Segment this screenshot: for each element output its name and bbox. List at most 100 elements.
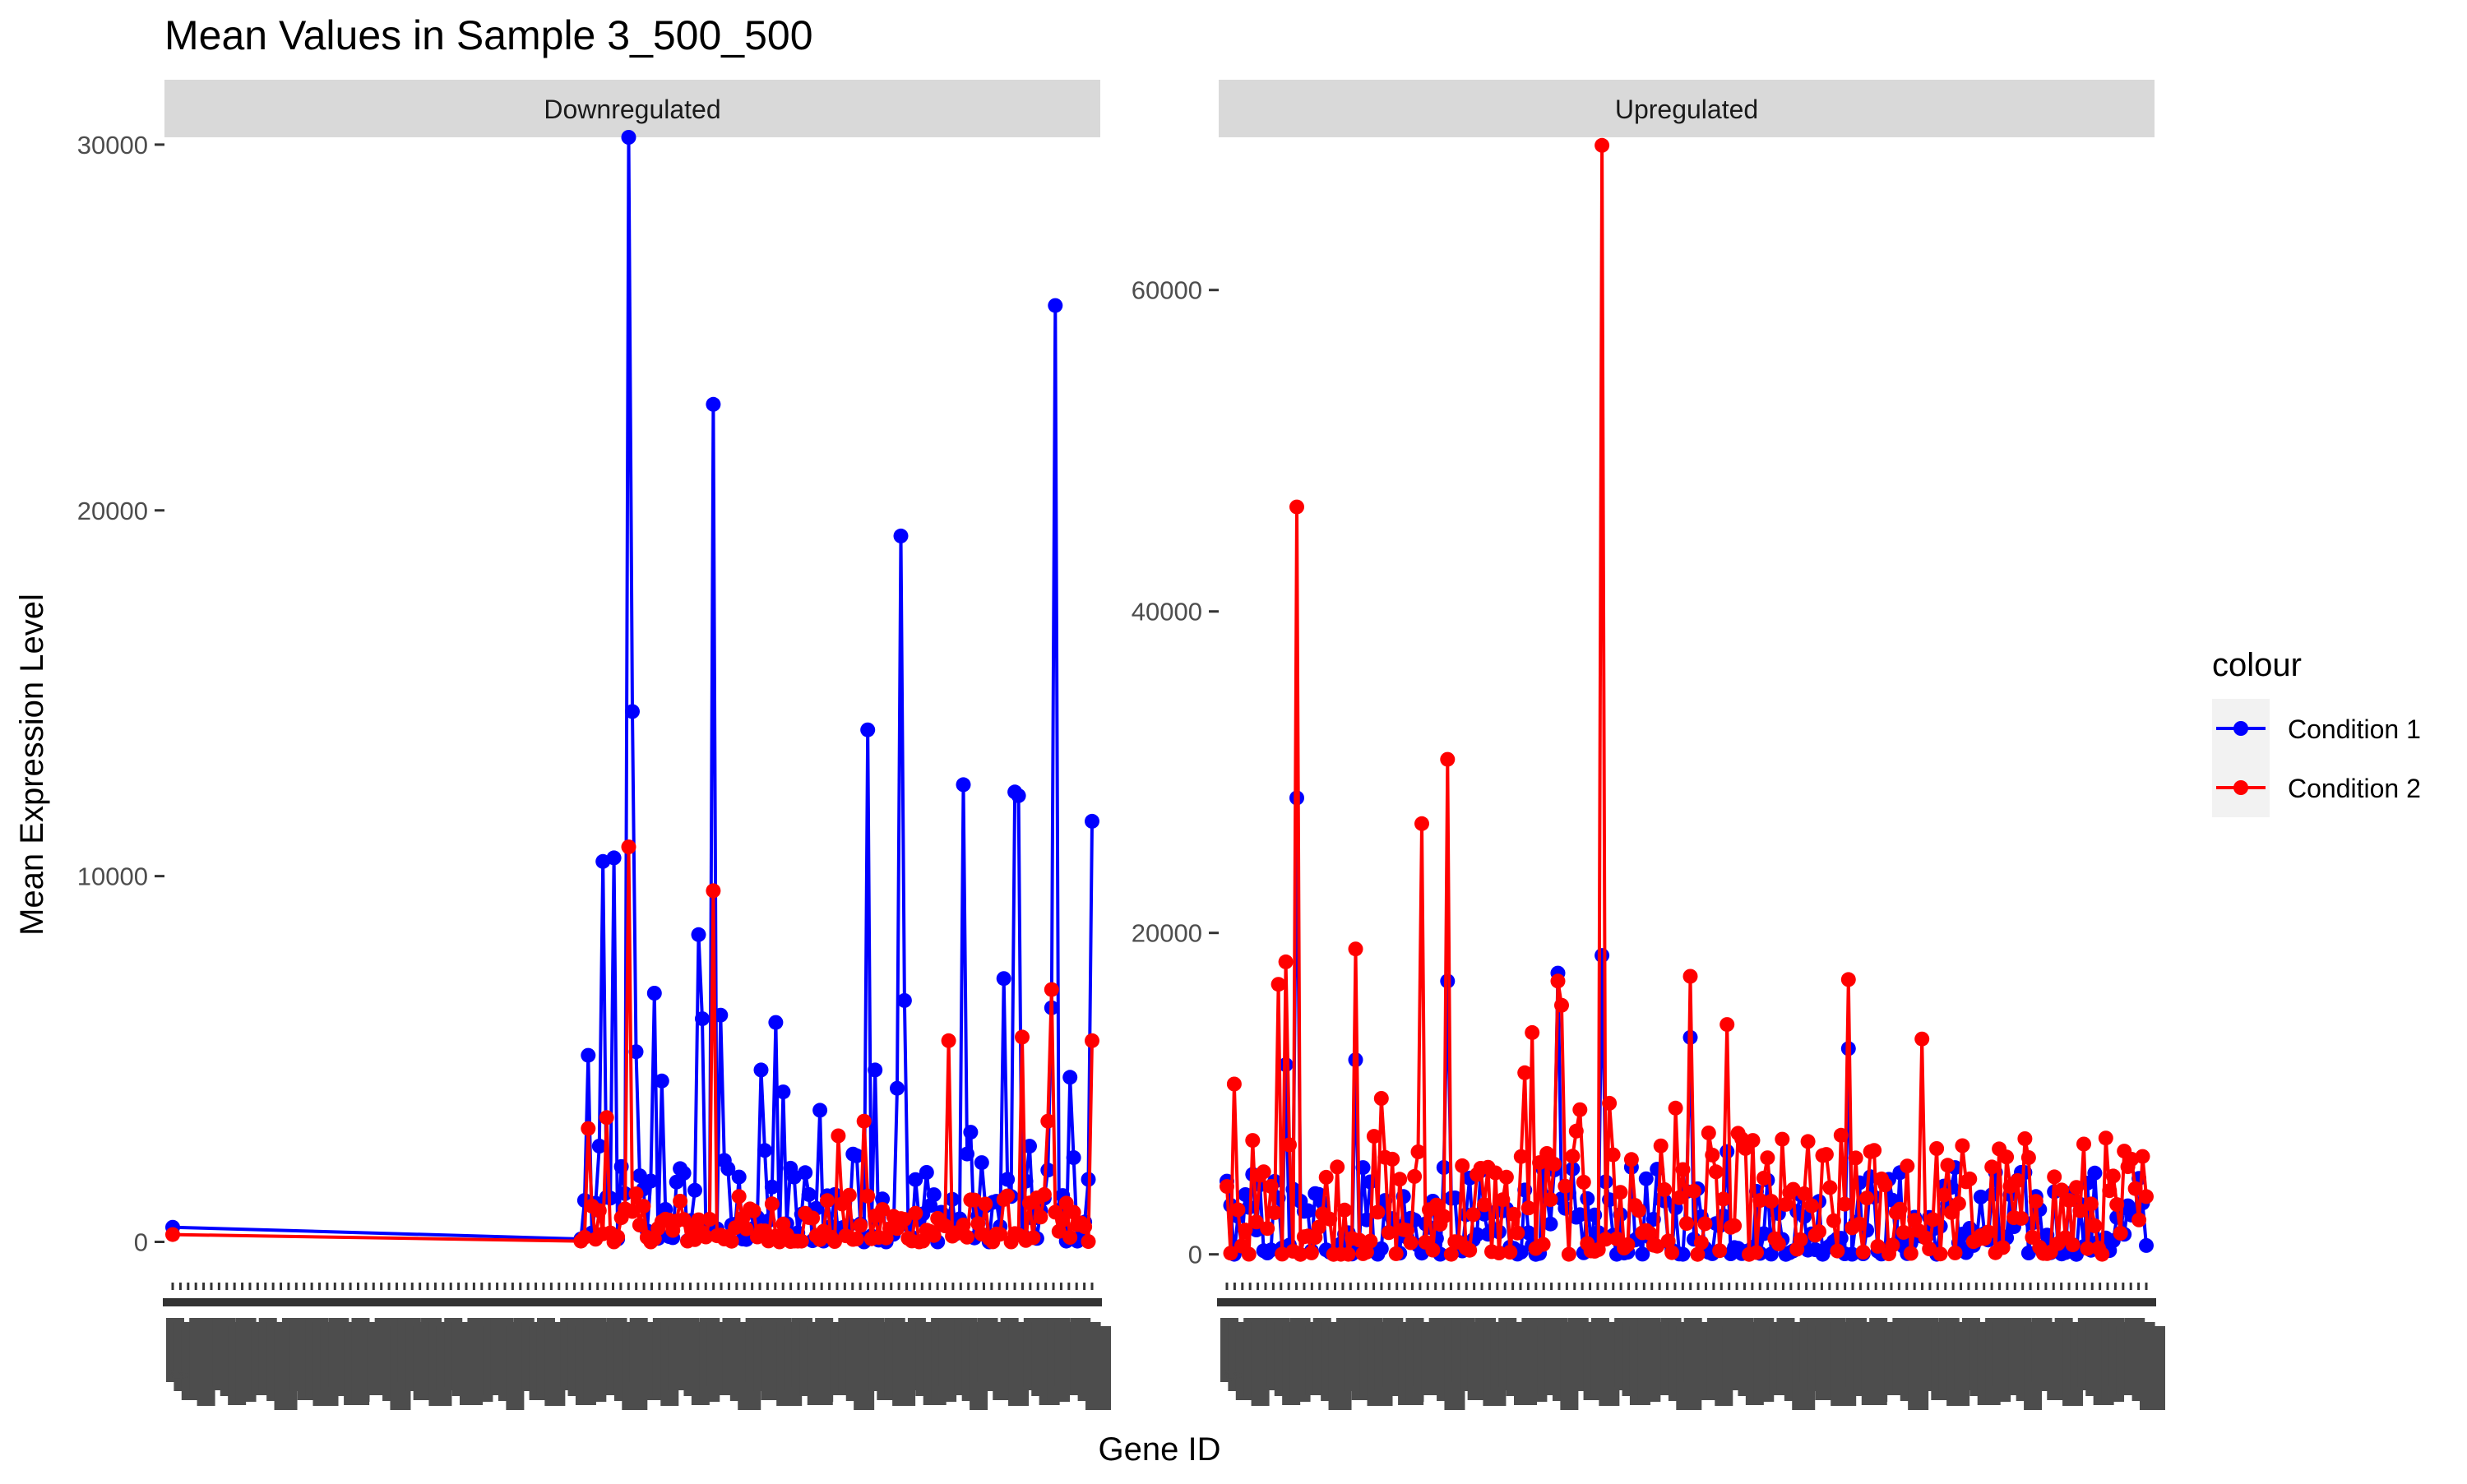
data-point-condition-1 xyxy=(622,130,636,145)
data-point-condition-2 xyxy=(842,1188,857,1203)
data-point-condition-1 xyxy=(732,1170,747,1185)
data-point-condition-1 xyxy=(894,529,909,543)
y-tick-label: 20000 xyxy=(1132,919,1202,948)
data-point-condition-2 xyxy=(1771,1237,1786,1251)
data-point-condition-2 xyxy=(1606,1148,1621,1163)
legend-label-condition-2: Condition 2 xyxy=(2288,774,2421,803)
data-point-condition-2 xyxy=(1709,1164,1724,1179)
data-point-condition-2 xyxy=(765,1196,780,1211)
data-point-condition-2 xyxy=(2087,1218,2102,1233)
data-point-condition-2 xyxy=(1264,1179,1279,1194)
data-point-condition-2 xyxy=(1282,1138,1297,1153)
data-point-condition-2 xyxy=(1245,1133,1260,1148)
data-point-condition-1 xyxy=(1062,1070,1077,1084)
data-point-condition-2 xyxy=(2066,1237,2081,1252)
data-point-condition-2 xyxy=(908,1206,923,1221)
y-tick-label: 40000 xyxy=(1132,598,1202,626)
data-point-condition-2 xyxy=(1841,972,1856,987)
data-point-condition-2 xyxy=(2099,1130,2113,1145)
data-point-condition-2 xyxy=(1437,1209,1451,1224)
data-point-condition-1 xyxy=(1048,298,1062,313)
data-point-condition-2 xyxy=(1694,1235,1709,1250)
data-point-condition-1 xyxy=(1067,1150,1081,1165)
data-point-condition-2 xyxy=(2021,1150,2036,1165)
data-point-condition-2 xyxy=(1764,1194,1779,1209)
data-point-condition-2 xyxy=(2084,1196,2099,1211)
data-point-condition-2 xyxy=(1701,1126,1716,1140)
data-point-condition-2 xyxy=(732,1189,747,1204)
data-point-condition-2 xyxy=(1569,1124,1584,1139)
data-point-condition-2 xyxy=(1801,1134,1816,1149)
data-point-condition-2 xyxy=(1679,1216,1694,1231)
data-point-condition-2 xyxy=(1521,1200,1536,1215)
data-point-condition-2 xyxy=(1440,752,1455,767)
data-point-condition-1 xyxy=(812,1103,827,1117)
data-point-condition-2 xyxy=(1867,1143,1881,1158)
data-point-condition-2 xyxy=(942,1033,956,1048)
x-tick-band xyxy=(163,1298,1102,1306)
data-point-condition-2 xyxy=(1859,1190,1874,1205)
data-point-condition-2 xyxy=(1856,1245,1871,1260)
data-point-condition-1 xyxy=(1000,1172,1015,1187)
data-point-condition-2 xyxy=(610,1229,625,1244)
data-point-condition-2 xyxy=(1085,1033,1099,1048)
data-point-condition-2 xyxy=(2029,1194,2043,1209)
data-point-condition-2 xyxy=(1878,1177,1893,1192)
data-point-condition-2 xyxy=(2047,1169,2062,1184)
data-point-condition-2 xyxy=(1941,1158,1956,1172)
data-point-condition-2 xyxy=(1257,1164,1271,1179)
data-point-condition-2 xyxy=(1962,1172,1977,1186)
data-point-condition-1 xyxy=(687,1183,702,1198)
x-tick-band xyxy=(1217,1298,2156,1306)
data-point-condition-2 xyxy=(1367,1129,1382,1144)
data-point-condition-2 xyxy=(1595,138,1609,153)
data-point-condition-2 xyxy=(1260,1221,1275,1236)
data-point-condition-2 xyxy=(1727,1218,1742,1233)
data-point-condition-1 xyxy=(695,1011,710,1026)
y-tick-label: 30000 xyxy=(77,131,148,159)
y-tick-label: 0 xyxy=(1188,1241,1202,1269)
data-point-condition-2 xyxy=(1837,1197,1852,1212)
data-point-condition-2 xyxy=(1289,500,1304,515)
data-point-condition-1 xyxy=(1011,788,1026,803)
data-point-condition-2 xyxy=(1536,1237,1551,1252)
data-point-condition-1 xyxy=(960,1147,974,1162)
data-point-condition-2 xyxy=(1896,1225,1911,1240)
data-point-condition-2 xyxy=(1613,1185,1628,1200)
data-point-condition-2 xyxy=(1664,1246,1679,1260)
data-point-condition-2 xyxy=(1414,816,1429,831)
panel-downregulated: Downregulated 0100002000030000 g xyxy=(77,80,1111,1410)
data-point-condition-2 xyxy=(1495,1192,1510,1207)
data-point-condition-2 xyxy=(1749,1245,1764,1260)
data-point-condition-1 xyxy=(890,1081,905,1096)
y-tick-label: 10000 xyxy=(77,862,148,891)
data-point-condition-2 xyxy=(1576,1175,1591,1190)
data-point-condition-2 xyxy=(2131,1213,2146,1227)
data-point-condition-1 xyxy=(625,704,640,719)
data-point-condition-2 xyxy=(1349,941,1363,956)
data-point-condition-2 xyxy=(1819,1147,1834,1162)
plot-area-upregulated xyxy=(1220,138,2154,1262)
data-point-condition-1 xyxy=(2139,1238,2154,1253)
data-point-condition-2 xyxy=(1271,977,1286,992)
data-point-condition-2 xyxy=(1081,1234,1096,1249)
data-point-condition-2 xyxy=(1657,1182,1672,1197)
data-point-condition-2 xyxy=(831,1129,845,1144)
data-point-condition-2 xyxy=(1425,1243,1440,1258)
legend: colour Condition 1 Condition 2 xyxy=(2212,647,2421,817)
data-point-condition-2 xyxy=(747,1204,761,1218)
data-point-condition-2 xyxy=(581,1121,595,1136)
data-point-condition-2 xyxy=(632,1218,647,1232)
data-point-condition-2 xyxy=(2094,1247,2109,1262)
data-point-condition-2 xyxy=(1602,1096,1617,1111)
y-axis-upregulated: 0 20000 40000 60000 xyxy=(1132,276,1219,1269)
data-point-condition-2 xyxy=(978,1197,993,1212)
y-axis-downregulated: 0 10000 20000 30000 xyxy=(77,131,164,1257)
data-point-condition-2 xyxy=(1794,1232,1808,1247)
data-point-condition-2 xyxy=(599,1110,614,1125)
strip-label-downregulated: Downregulated xyxy=(544,95,720,124)
data-point-condition-1 xyxy=(997,971,1011,986)
data-point-condition-2 xyxy=(853,1218,868,1233)
